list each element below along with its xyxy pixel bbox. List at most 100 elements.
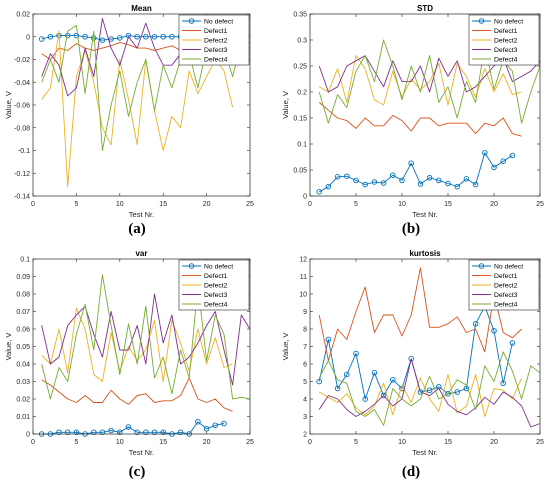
x-tick-label: 25 (536, 439, 544, 446)
data-point-marker (117, 429, 123, 436)
y-tick-label: 0.1 (297, 142, 307, 149)
y-tick-label: 0.3 (297, 38, 307, 45)
series-line-defect4 (41, 274, 251, 400)
legend-label: Defect1 (204, 273, 228, 280)
data-point-marker (316, 189, 322, 195)
x-tick-label: 20 (490, 439, 498, 446)
data-point-marker (160, 429, 166, 436)
axes-frame (32, 258, 251, 435)
legend: No defect Defect1 Defect2 Defect3 Defect4 (178, 259, 250, 311)
chart-title: STD (417, 4, 433, 13)
chart-title: var (135, 249, 147, 258)
data-point-marker (73, 32, 80, 39)
data-point-marker (371, 179, 378, 185)
data-point-marker (160, 34, 166, 40)
legend-label: Defect4 (494, 302, 518, 309)
axes-frame (309, 258, 541, 435)
legend: No defect Defect1 Defect2 Defect3 Defect4 (178, 14, 250, 66)
y-tick-label: 0.02 (16, 12, 30, 19)
data-point-marker (472, 181, 479, 188)
data-point-marker (362, 181, 368, 188)
data-point-marker (151, 34, 158, 40)
series-line-defect1 (318, 102, 522, 137)
x-tick-label: 5 (354, 201, 358, 208)
data-point-marker (426, 387, 433, 394)
series-line-defect1 (41, 377, 233, 412)
data-point-marker (203, 426, 210, 432)
data-point-marker (334, 385, 341, 392)
data-point-marker (362, 396, 368, 402)
data-point-marker (463, 176, 470, 182)
legend-marker (188, 18, 195, 24)
y-tick-label: 0 (303, 194, 307, 201)
data-point-marker (408, 356, 414, 362)
legend-label: No defect (494, 19, 523, 26)
legend-marker (478, 263, 485, 269)
data-point-marker (500, 158, 506, 164)
x-tick-label: 0 (308, 439, 312, 446)
y-axis-label: Value, V (4, 333, 13, 361)
legend-marker (478, 18, 485, 24)
y-tick-label: 5 (303, 379, 307, 386)
x-tick-label: 15 (159, 439, 167, 446)
data-point-marker (325, 336, 332, 343)
data-point-marker (169, 34, 175, 40)
data-point-marker (426, 175, 433, 181)
data-point-marker (64, 429, 71, 436)
x-tick-label: 20 (203, 439, 211, 446)
data-point-marker (125, 424, 132, 430)
x-axis-label: Test Nr. (129, 448, 154, 457)
series-line-defect4 (318, 351, 541, 426)
x-axis-label: Test Nr. (129, 210, 154, 219)
y-tick-label: 0.25 (293, 64, 307, 71)
data-point-marker (353, 177, 359, 184)
data-point-marker (73, 429, 80, 436)
x-axis-label: Test Nr. (412, 210, 437, 219)
y-tick-label: -0.08 (14, 125, 30, 132)
data-point-marker (99, 37, 106, 43)
y-tick-label: 0.04 (16, 362, 30, 369)
legend-marker (188, 263, 195, 269)
axes-frame (32, 13, 251, 197)
legend-label: Defect3 (204, 292, 228, 299)
y-tick-label: 0.35 (293, 12, 307, 19)
data-point-marker (436, 177, 442, 184)
legend-label: Defect4 (494, 57, 518, 64)
data-point-marker (108, 427, 114, 434)
y-tick-label: 12 (299, 257, 307, 264)
legend-label: Defect4 (204, 302, 228, 309)
data-point-marker (117, 35, 123, 41)
legend-label: Defect2 (204, 283, 228, 290)
legend-label: No defect (204, 19, 233, 26)
data-point-marker (500, 380, 506, 387)
chart-panel-4: 0 5 10 15 20 25 2 3 4 5 6 7 8 9 10 11 12 kurtosis Test Nr.… (281, 249, 544, 457)
data-point-marker (212, 422, 219, 429)
y-tick-label: 0.06 (16, 327, 30, 334)
chart-title: kurtosis (409, 249, 441, 258)
data-point-marker (143, 34, 149, 40)
y-tick-label: 7 (303, 344, 307, 351)
y-tick-label: -0.04 (14, 80, 30, 87)
y-tick-label: -0.02 (14, 57, 30, 64)
data-point-marker (82, 34, 88, 40)
data-point-marker (344, 371, 350, 378)
legend: No defect Defect1 Defect2 Defect3 Defect4 (468, 259, 540, 311)
y-tick-label: 0.07 (16, 309, 30, 316)
chart-title: Mean (131, 4, 152, 13)
data-point-marker (143, 429, 149, 436)
legend-label: Defect3 (494, 47, 518, 54)
legend-label: Defect1 (494, 273, 518, 280)
x-tick-label: 25 (246, 201, 254, 208)
data-point-marker (454, 183, 460, 190)
chart-panel-1: 0 5 10 15 20 25 -0.14 -0.12 -0.1 -0.08 -0.06 -0.04 -… (4, 4, 254, 219)
legend-label: Defect1 (204, 28, 228, 35)
y-tick-label: 8 (303, 327, 307, 334)
data-point-marker (47, 34, 54, 40)
data-point-marker (509, 152, 516, 159)
chart-panel-3: 0 5 10 15 20 25 0 0.01 0.02 0.03 0.04 0.05 0.06 0.07 0… (4, 249, 254, 457)
y-tick-label: 10 (299, 292, 307, 299)
x-axis-label: Test Nr. (412, 448, 437, 457)
data-point-marker (408, 160, 414, 166)
data-point-marker (134, 34, 140, 40)
